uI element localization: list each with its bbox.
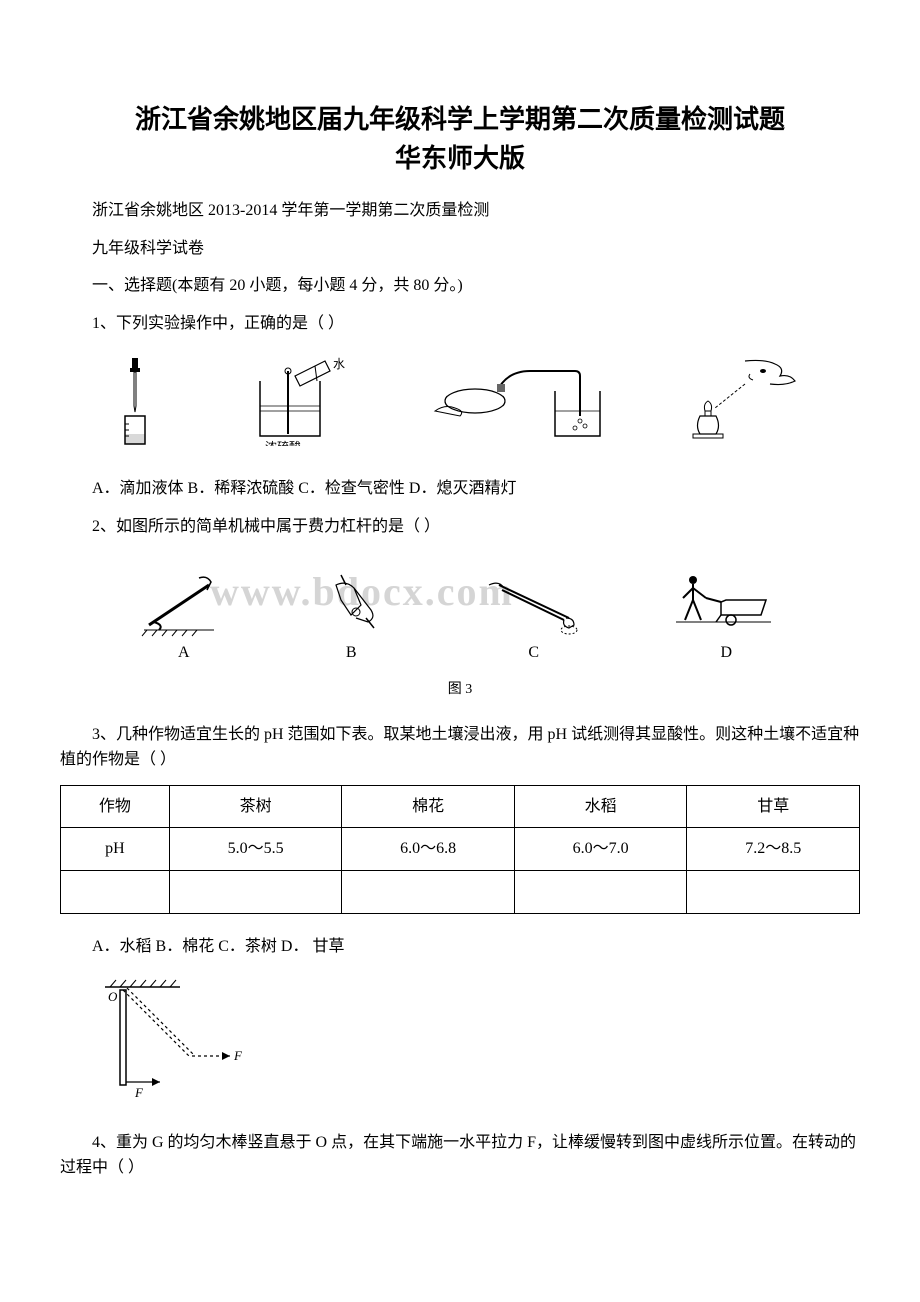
acid-label: 浓硫酸 xyxy=(265,439,301,446)
dilute-acid-icon: 水 浓硫酸 xyxy=(225,356,355,446)
table-cell xyxy=(169,870,342,913)
ph-table: 作物 茶树 棉花 水稻 甘草 pH 5.0～5.5 6.0～6.8 6.0～7.… xyxy=(60,785,860,914)
q2-diagram-d: D xyxy=(671,570,781,666)
q1-diagram-d xyxy=(675,356,805,446)
q2-label-b: B xyxy=(346,640,357,666)
table-row xyxy=(61,870,860,913)
q2-label-c: C xyxy=(528,640,539,666)
document-title: 浙江省余姚地区届九年级科学上学期第二次质量检测试题 华东师大版 xyxy=(60,100,860,178)
table-header: 茶树 xyxy=(169,785,342,828)
q1-text: 1、下列实验操作中，正确的是（ ） xyxy=(60,311,860,337)
lever-c-icon xyxy=(474,570,594,640)
blow-lamp-icon xyxy=(675,356,805,446)
label-f2: F xyxy=(134,1085,144,1100)
q1-diagrams: 水 浓硫酸 xyxy=(60,356,860,446)
title-line-1: 浙江省余姚地区届九年级科学上学期第二次质量检测试题 xyxy=(60,100,860,139)
section-header: 一、选择题(本题有 20 小题，每小题 4 分，共 80 分。) xyxy=(60,273,860,299)
q2-text: 2、如图所示的简单机械中属于费力杠杆的是（ ） xyxy=(60,514,860,540)
table-cell: pH xyxy=(61,828,170,871)
q1-diagram-c xyxy=(425,356,605,446)
q2-diagram-a: A xyxy=(139,570,229,666)
table-cell xyxy=(342,870,515,913)
table-row: pH 5.0～5.5 6.0～6.8 6.0～7.0 7.2～8.5 xyxy=(61,828,860,871)
table-row: 作物 茶树 棉花 水稻 甘草 xyxy=(61,785,860,828)
table-cell xyxy=(687,870,860,913)
table-header: 作物 xyxy=(61,785,170,828)
q4-text: 4、重为 G 的均匀木棒竖直悬于 O 点，在其下端施一水平拉力 F，让棒缓慢转到… xyxy=(60,1130,860,1181)
exam-name: 九年级科学试卷 xyxy=(60,236,860,262)
q3-options: A．水稻 B．棉花 C．茶树 D． 甘草 xyxy=(60,934,860,960)
table-header: 棉花 xyxy=(342,785,515,828)
q1-diagram-a xyxy=(115,356,155,446)
q3-text: 3、几种作物适宜生长的 pH 范围如下表。取某地土壤浸出液，用 pH 试纸测得其… xyxy=(60,722,860,773)
q1-options: A．滴加液体 B．稀释浓硫酸 C．检查气密性 D．熄灭酒精灯 xyxy=(60,476,860,502)
water-label: 水 xyxy=(333,357,345,371)
table-cell: 5.0～5.5 xyxy=(169,828,342,871)
q2-label-a: A xyxy=(178,640,190,666)
table-cell xyxy=(61,870,170,913)
title-line-2: 华东师大版 xyxy=(60,139,860,178)
table-cell: 7.2～8.5 xyxy=(687,828,860,871)
lever-a-icon xyxy=(139,570,229,640)
table-cell xyxy=(514,870,687,913)
q2-diagram-b: B xyxy=(306,570,396,666)
table-cell: 6.0～6.8 xyxy=(342,828,515,871)
rod-force-icon: O F F xyxy=(100,975,250,1105)
label-o: O xyxy=(108,989,118,1004)
airtight-icon xyxy=(425,356,605,446)
lever-b-icon xyxy=(306,570,396,640)
table-header: 水稻 xyxy=(514,785,687,828)
q2-diagram-c: C xyxy=(474,570,594,666)
dropper-icon xyxy=(115,356,155,446)
table-cell: 6.0～7.0 xyxy=(514,828,687,871)
q2-diagram-container: www.bdocx.com A xyxy=(60,560,860,702)
label-f1: F xyxy=(233,1048,243,1063)
subtitle: 浙江省余姚地区 2013-2014 学年第一学期第二次质量检测 xyxy=(60,198,860,224)
lever-d-icon xyxy=(671,570,781,640)
q2-label-d: D xyxy=(720,640,732,666)
table-header: 甘草 xyxy=(687,785,860,828)
q1-diagram-b: 水 浓硫酸 xyxy=(225,356,355,446)
q2-caption: 图 3 xyxy=(60,679,860,701)
q4-diagram: O F F xyxy=(100,975,860,1114)
